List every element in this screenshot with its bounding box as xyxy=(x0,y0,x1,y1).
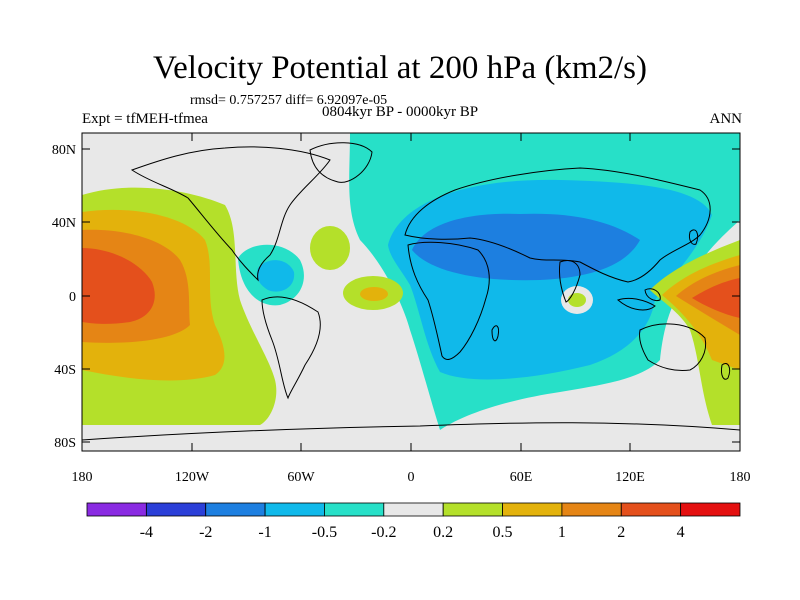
lon-label: 180 xyxy=(730,470,751,485)
lon-label: 60E xyxy=(510,470,533,485)
island-pos xyxy=(568,293,586,307)
coastlines xyxy=(82,142,740,441)
velocity-potential-field xyxy=(82,133,740,451)
lon-label: 180 xyxy=(72,470,93,485)
colorbar-label: -1 xyxy=(258,524,271,541)
lat-axis: 80N 40N 0 40S 80S xyxy=(52,143,740,451)
wpacific-pos-2 xyxy=(692,278,740,318)
lon-label: 120W xyxy=(175,470,210,485)
colorbar-swatch xyxy=(205,502,266,517)
colorbar-swatch xyxy=(383,502,444,517)
experiment-label: Expt = tfMEH-tfmea xyxy=(82,111,208,127)
colorbar-swatch xyxy=(264,502,325,517)
lon-label: 120E xyxy=(615,470,645,485)
colorbar-swatch xyxy=(145,502,207,517)
pacific-pos-2 xyxy=(82,248,155,324)
lon-label: 0 xyxy=(408,470,415,485)
colorbar-swatch xyxy=(620,502,682,517)
stats-line: rmsd= 0.757257 diff= 6.92097e-05 xyxy=(190,93,388,108)
colorbar-swatch xyxy=(561,502,622,517)
lat-label: 80S xyxy=(54,436,76,451)
colorbar-label: -4 xyxy=(140,524,153,541)
season-label: ANN xyxy=(709,111,743,127)
colorbar: -4 -2 -1 -0.5 -0.2 0.2 0.5 1 2 4 xyxy=(86,502,741,541)
lon-axis: 180 120W 60W 0 60E 120E 180 xyxy=(72,133,751,485)
lon-label: 60W xyxy=(287,470,315,485)
colorbar-swatch xyxy=(502,502,563,517)
colorbar-swatch xyxy=(680,502,741,517)
colorbar-swatch xyxy=(442,502,503,517)
colorbar-label: -2 xyxy=(199,524,212,541)
lat-label: 40N xyxy=(52,216,76,231)
colorbar-label: 0.5 xyxy=(493,524,513,541)
colorbar-label: 2 xyxy=(617,524,625,541)
colorbar-label: -0.2 xyxy=(371,524,396,541)
colorbar-swatch xyxy=(86,502,147,517)
lat-label: 0 xyxy=(69,290,76,305)
period-label: 0804kyr BP - 0000kyr BP xyxy=(322,104,479,120)
colorbar-label: 4 xyxy=(677,524,685,541)
lat-label: 40S xyxy=(54,363,76,378)
colorbar-swatch xyxy=(324,502,385,517)
contour-americas-neg2 xyxy=(256,260,295,292)
atlantic-pos-3 xyxy=(360,287,388,301)
lat-label: 80N xyxy=(52,143,76,158)
plot-title: Velocity Potential at 200 hPa (km2/s) xyxy=(152,50,648,86)
colorbar-label: -0.5 xyxy=(312,524,337,541)
colorbar-label: 1 xyxy=(558,524,566,541)
colorbar-label: 0.2 xyxy=(433,524,453,541)
atlantic-pos-1 xyxy=(310,226,350,270)
